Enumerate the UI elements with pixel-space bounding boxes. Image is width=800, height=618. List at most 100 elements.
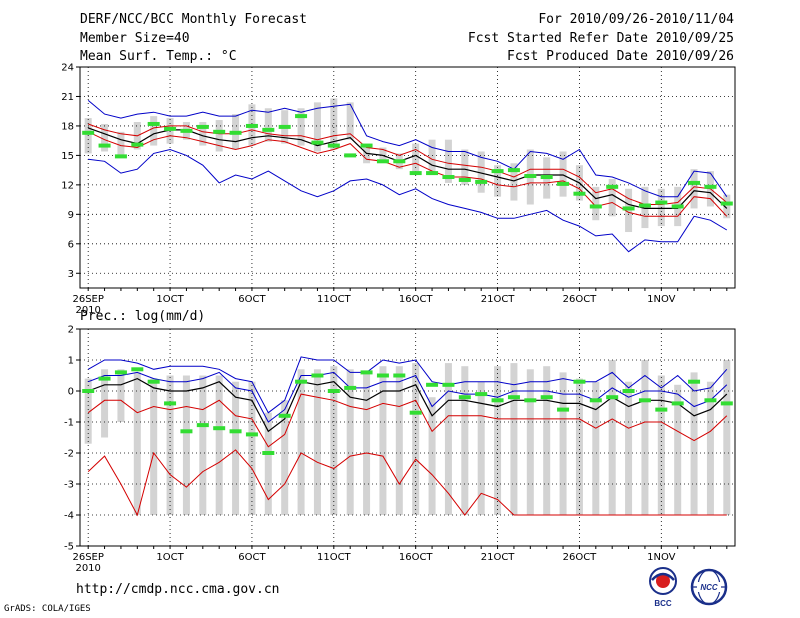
temp-member-marker [164, 126, 177, 131]
temp-range-bar [297, 108, 305, 146]
temp-member-marker [82, 130, 95, 135]
temp-member-marker [295, 114, 308, 119]
temp-member-marker [131, 142, 144, 147]
temp-member-marker [507, 168, 520, 173]
temp-range-bar [461, 149, 469, 185]
temp-member-marker [458, 177, 471, 182]
temp-member-marker [262, 127, 275, 132]
temp-member-marker [245, 123, 258, 128]
temp-ensemble-mean-line [87, 127, 728, 209]
temp-range-bar [510, 163, 518, 201]
temp-member-marker [229, 130, 242, 135]
temp-xtick-label: 21OCT [481, 294, 516, 305]
grads-credit: GrADS: COLA/IGES [4, 604, 91, 614]
temp-member-marker [376, 159, 389, 164]
temp-range-bar [101, 123, 109, 152]
temp-range-bar [494, 165, 502, 197]
temp-xtick-label: 26OCT [563, 294, 598, 305]
temp-member-marker [475, 179, 488, 184]
temp-ytick-label: 18 [61, 121, 74, 132]
temp-lower-inner-line [87, 131, 728, 217]
temp-range-bar [150, 116, 158, 146]
temp-range-bar [559, 151, 567, 197]
temp-range-bar [608, 178, 616, 217]
chart-title: DERF/NCC/BCC Monthly Forecast [80, 12, 307, 27]
temp-member-marker [393, 159, 406, 164]
temp-range-bar [723, 194, 731, 219]
temp-member-marker [720, 201, 733, 206]
temp-member-marker [360, 143, 373, 148]
temp-lower-outer-line [88, 148, 728, 253]
temp-member-marker [278, 124, 291, 129]
temp-member-marker [491, 169, 504, 174]
temp-member-marker [114, 154, 127, 159]
temp-range-bar [428, 139, 436, 176]
temp-range-bar [313, 102, 321, 152]
temp-member-marker [622, 206, 635, 211]
temp-member-marker [573, 191, 586, 196]
temp-xtick-label: 16OCT [399, 294, 434, 305]
temp-member-marker [196, 124, 209, 129]
temp-range-bar [690, 169, 698, 209]
temp-xtick-label: 1OCT [156, 294, 184, 305]
variable-label: Mean Surf. Temp.: °C [80, 49, 237, 64]
temp-member-marker [98, 143, 111, 148]
temp-range-bar [592, 186, 600, 221]
temp-ytick-label: 24 [61, 63, 74, 74]
temp-range-bar [264, 108, 272, 142]
temp-member-marker [344, 153, 357, 158]
temp-member-marker [426, 171, 439, 176]
temp-xtick-label: 1NOV [647, 294, 676, 305]
temp-ytick-label: 15 [61, 151, 74, 162]
ncc-logo-label-bg [697, 582, 721, 592]
temp-plot-frame [79, 66, 736, 289]
temp-range-bar [379, 147, 387, 160]
temp-range-bar [199, 122, 207, 146]
temp-xtick-label: 26SEP [72, 294, 103, 305]
fcst-started-date: Fcst Started Refer Date 2010/09/25 [467, 31, 734, 46]
temp-ytick-label: 3 [68, 269, 74, 280]
temp-range-bar [346, 102, 354, 140]
temp-range-bar [215, 120, 223, 152]
temp-member-marker [327, 143, 340, 148]
temp-member-marker [180, 128, 193, 133]
temp-xtick-label: 11OCT [317, 294, 352, 305]
temp-ytick-label: 21 [61, 92, 74, 103]
temp-range-bar [477, 151, 485, 193]
precip-title: Prec.: log(mm/d) [80, 309, 206, 324]
bcc-logo-arc [651, 572, 675, 581]
temp-xtick-label: 6OCT [238, 294, 266, 305]
temp-member-marker [606, 184, 619, 189]
bcc-logo-text: BCC [654, 599, 672, 608]
temp-year-label: 2010 [75, 305, 100, 316]
forecast-range: For 2010/09/26-2010/11/04 [538, 12, 734, 27]
member-size: Member Size=40 [80, 31, 190, 46]
ncc-logo: NCC [690, 568, 728, 606]
temp-member-marker [311, 140, 324, 145]
ncc-logo-text: NCC [700, 583, 718, 592]
temp-range-bar [444, 139, 452, 183]
temp-range-bar [117, 131, 125, 158]
footer-url: http://cmdp.ncc.cma.gov.cn [76, 582, 280, 597]
temp-ytick-label: 6 [68, 239, 74, 250]
temp-ytick-label: 9 [68, 210, 74, 221]
temp-member-marker [540, 175, 553, 180]
temp-member-marker [688, 180, 701, 185]
temp-upper-inner-line [88, 123, 728, 205]
temp-member-marker [671, 204, 684, 209]
temp-member-marker [655, 200, 668, 205]
temp-member-marker [409, 171, 422, 176]
temp-range-bar [412, 143, 420, 174]
temp-member-marker [442, 175, 455, 180]
bcc-logo: BCC [649, 567, 677, 608]
bcc-logo-center [656, 574, 670, 588]
temp-member-marker [524, 174, 537, 179]
temp-member-marker [557, 181, 570, 186]
temp-member-marker [589, 204, 602, 209]
temp-member-marker [704, 184, 717, 189]
temp-upper-outer-line [87, 100, 728, 198]
temp-member-marker [638, 203, 651, 208]
temp-member-marker [213, 129, 226, 134]
